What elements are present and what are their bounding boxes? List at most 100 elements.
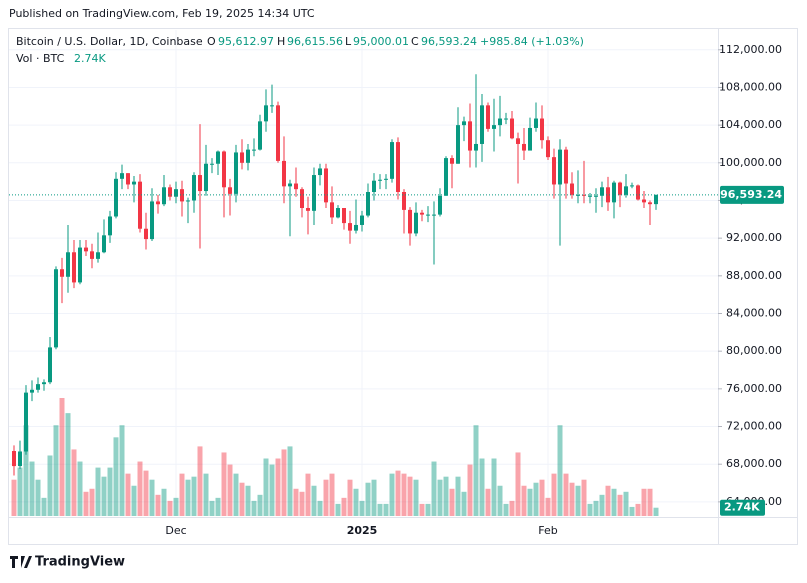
volume-bar — [653, 507, 659, 516]
volume-bar — [95, 467, 101, 516]
candle-body — [198, 175, 202, 192]
candle-body — [474, 143, 478, 151]
candle-body — [606, 187, 610, 203]
candle-body — [612, 182, 616, 203]
volume-bar — [59, 398, 65, 516]
candle-body — [336, 208, 340, 218]
candle-body — [654, 194, 658, 205]
candle-body — [486, 105, 490, 129]
y-tick-label: 104,000.00 — [719, 118, 782, 131]
volume-bar — [233, 473, 239, 516]
volume-bar — [239, 482, 245, 516]
candle-body — [156, 201, 160, 205]
volume-bar — [455, 476, 461, 516]
volume-bar — [161, 488, 167, 516]
candle-body — [144, 228, 148, 240]
open-label: O — [207, 35, 216, 48]
volume-name: Vol · BTC — [16, 52, 65, 65]
candle-body — [570, 183, 574, 195]
close: 96,593.24 — [421, 35, 477, 48]
volume-bar — [407, 476, 413, 516]
candle-body — [588, 195, 592, 197]
y-tick-label: 108,000.00 — [719, 80, 782, 93]
volume-bar — [341, 497, 347, 516]
volume-bar — [299, 491, 305, 516]
candle-body — [558, 149, 562, 185]
candle-body — [108, 216, 112, 236]
candle-body — [30, 389, 34, 393]
candle-body — [114, 178, 118, 217]
candle-body — [210, 163, 214, 165]
volume-bar — [155, 494, 161, 516]
candle-body — [84, 247, 88, 252]
volume-bar — [587, 503, 593, 516]
candle-body — [618, 182, 622, 195]
candle-body — [72, 252, 76, 283]
y-tick-label: 76,000.00 — [726, 382, 782, 395]
candle-body — [504, 118, 508, 120]
candle-body — [54, 269, 58, 348]
x-tick-label: 2025 — [347, 524, 378, 537]
volume-bar — [221, 452, 227, 516]
volume-bar — [101, 476, 107, 516]
candle-body — [258, 121, 262, 150]
volume-bar — [197, 446, 203, 516]
volume-bar — [257, 494, 263, 516]
volume-bar — [533, 482, 539, 516]
candle-body — [396, 142, 400, 192]
volume-bar — [395, 470, 401, 516]
candle-body — [18, 451, 22, 467]
footer-logo: TradingView — [10, 555, 125, 570]
volume-bar — [473, 425, 479, 516]
candle-body — [528, 127, 532, 151]
volume-bar — [227, 464, 233, 516]
volume-bar — [641, 488, 647, 516]
candle-body — [180, 189, 184, 202]
y-tick-label: 80,000.00 — [726, 344, 782, 357]
candle-body — [96, 252, 100, 259]
candle-body — [138, 181, 142, 229]
last-price-box — [720, 185, 784, 204]
candle-body — [192, 175, 196, 201]
candle-body — [306, 208, 310, 211]
candle-body — [288, 183, 292, 187]
candle-body — [78, 247, 82, 283]
candle-body — [342, 208, 346, 224]
candle-body — [414, 212, 418, 234]
volume-bar — [449, 488, 455, 516]
volume-bar — [251, 500, 257, 516]
candle-body — [42, 382, 46, 385]
candle-body — [276, 105, 280, 161]
candle-body — [390, 142, 394, 179]
candle-body — [600, 187, 604, 196]
volume-bar — [143, 470, 149, 516]
candle-body — [120, 173, 124, 179]
candle-body — [66, 252, 70, 277]
close-label: C — [411, 35, 419, 48]
volume-bar — [509, 500, 515, 516]
candle-body — [522, 143, 526, 151]
volume-bar — [275, 458, 281, 516]
candle-body — [312, 175, 316, 211]
volume-bar — [335, 503, 341, 516]
volume-bar — [539, 479, 545, 516]
candle-body — [492, 125, 496, 129]
legend: Bitcoin / U.S. Dollar, 1D, Coinbase O 95… — [16, 35, 584, 65]
candle-body — [360, 215, 364, 225]
y-tick-label: 112,000.00 — [719, 43, 782, 56]
volume-bar — [29, 461, 35, 516]
volume-bar — [287, 446, 293, 516]
volume-last-label: 2.74K — [724, 501, 760, 514]
candle-body — [330, 202, 334, 218]
volume-bar — [371, 479, 377, 516]
volume-bar — [419, 503, 425, 516]
volume-bar — [443, 476, 449, 516]
frame — [8, 28, 798, 545]
volume-bar — [125, 473, 131, 516]
volume-bar — [491, 458, 497, 516]
candle-body — [234, 152, 238, 194]
volume-bar — [263, 458, 269, 516]
candle-body — [468, 121, 472, 151]
candle-body — [384, 178, 388, 180]
